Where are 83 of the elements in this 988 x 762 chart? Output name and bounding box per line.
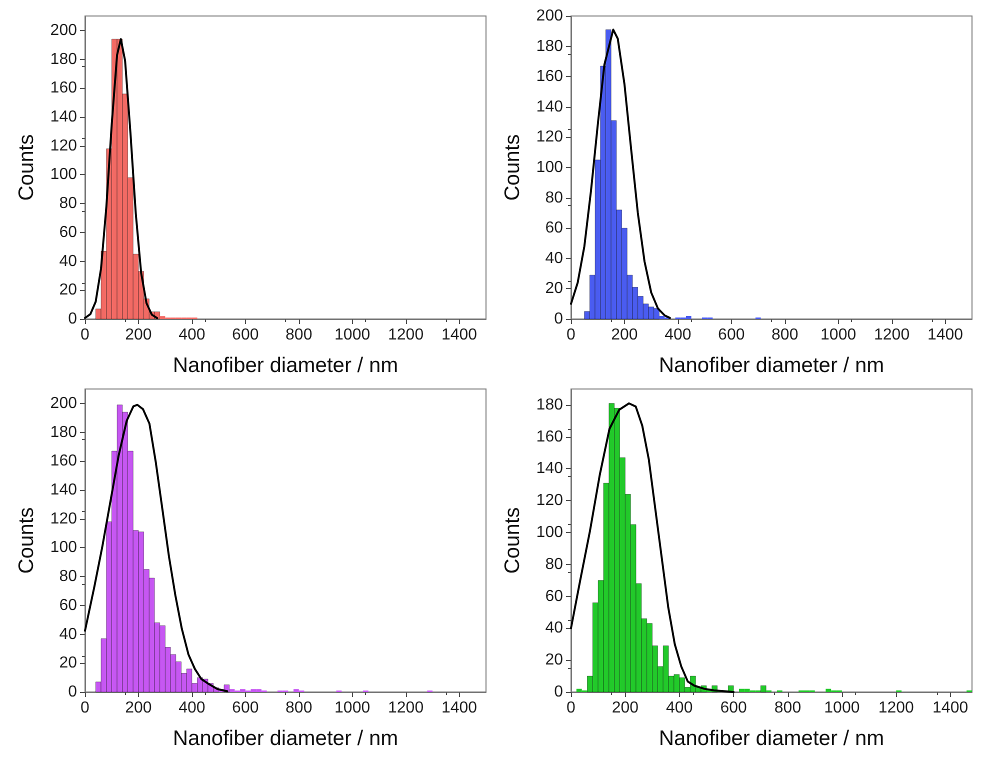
x-axis-title: Nanofiber diameter / nm — [658, 727, 884, 750]
x-tick-label: 1200 — [874, 326, 910, 344]
y-tick-label: 180 — [536, 38, 564, 55]
x-tick-label: 1200 — [388, 700, 424, 716]
y-tick-label: 0 — [68, 684, 78, 700]
y-tick-label: 100 — [536, 159, 564, 176]
x-tick-label: 200 — [611, 326, 638, 344]
y-tick-label: 0 — [554, 310, 564, 328]
y-tick-label: 0 — [554, 684, 564, 700]
y-tick-label: 160 — [536, 428, 564, 446]
y-tick-label: 60 — [59, 596, 78, 614]
y-tick-label: 140 — [50, 482, 78, 498]
y-tick-label: 100 — [50, 166, 78, 184]
x-tick-label: 1000 — [334, 326, 370, 344]
y-tick-label: 80 — [59, 195, 78, 212]
y-tick-label: 20 — [545, 652, 564, 669]
x-tick-label: 1200 — [878, 700, 914, 716]
x-tick-label: 1000 — [334, 700, 370, 716]
x-tick-label: 1200 — [388, 326, 424, 344]
y-tick-label: 100 — [536, 524, 564, 542]
y-tick-label: 60 — [545, 588, 564, 605]
x-tick-label: 0 — [566, 326, 576, 344]
y-tick-label: 200 — [50, 394, 78, 412]
x-tick-label: 400 — [178, 326, 206, 344]
y-axis-title: Counts — [15, 507, 38, 574]
y-tick-label: 20 — [59, 654, 78, 672]
x-tick-label: 800 — [772, 326, 798, 344]
x-tick-label: 800 — [286, 700, 312, 716]
x-tick-label: 800 — [286, 326, 312, 344]
y-tick-label: 180 — [536, 396, 564, 414]
y-tick-label: 60 — [545, 220, 564, 237]
y-tick-label: 100 — [50, 539, 78, 556]
x-tick-label: 1000 — [824, 700, 860, 716]
y-tick-label: 60 — [59, 224, 78, 241]
y-tick-label: 160 — [50, 452, 78, 470]
x-tick-label: 600 — [232, 700, 259, 716]
y-tick-label: 120 — [536, 128, 564, 146]
y-tick-label: 200 — [50, 22, 78, 39]
x-tick-label: 1400 — [441, 326, 478, 344]
y-tick-label: 120 — [50, 510, 78, 528]
x-tick-label: 200 — [125, 326, 152, 344]
x-tick-label: 1400 — [927, 326, 964, 344]
y-tick-label: 80 — [545, 556, 564, 573]
y-tick-label: 180 — [50, 50, 78, 68]
y-axis-title: Counts — [501, 507, 524, 574]
y-tick-label: 80 — [545, 189, 564, 206]
y-tick-label: 20 — [545, 280, 564, 298]
y-axis-title: Counts — [501, 134, 524, 201]
x-tick-label: 400 — [178, 700, 206, 716]
y-tick-label: 40 — [545, 250, 564, 267]
y-tick-label: 120 — [50, 137, 78, 154]
y-tick-label: 140 — [50, 108, 78, 126]
y-tick-label: 200 — [536, 8, 564, 24]
y-tick-label: 140 — [536, 460, 564, 478]
y-tick-label: 160 — [536, 68, 564, 86]
x-tick-label: 800 — [774, 700, 802, 716]
y-tick-label: 180 — [50, 424, 78, 441]
y-tick-label: 80 — [59, 568, 78, 586]
x-tick-label: 400 — [666, 700, 693, 716]
y-tick-label: 120 — [536, 492, 564, 510]
y-tick-label: 40 — [59, 626, 78, 643]
x-tick-label: 600 — [232, 326, 259, 344]
x-tick-label: 600 — [720, 700, 748, 716]
y-tick-label: 40 — [545, 620, 564, 637]
y-axis-title: Counts — [15, 134, 38, 201]
y-tick-label: 140 — [536, 98, 564, 116]
y-tick-label: 0 — [68, 310, 78, 328]
x-axis-title: Nanofiber diameter / nm — [658, 354, 884, 377]
y-tick-label: 160 — [50, 80, 78, 97]
x-tick-label: 600 — [718, 326, 745, 344]
x-axis-title: Nanofiber diameter / nm — [172, 354, 398, 377]
x-tick-label: 0 — [80, 700, 90, 716]
x-tick-label: 200 — [125, 700, 152, 716]
x-axis-title: Nanofiber diameter / nm — [172, 727, 398, 750]
y-tick-label: 20 — [59, 282, 78, 299]
x-tick-label: 1400 — [932, 700, 968, 716]
x-tick-label: 0 — [80, 326, 90, 344]
x-tick-label: 1000 — [820, 326, 856, 344]
x-tick-label: 200 — [612, 700, 639, 716]
x-tick-label: 0 — [566, 700, 576, 716]
y-tick-label: 40 — [59, 252, 78, 270]
x-tick-label: 400 — [664, 326, 692, 344]
x-tick-label: 1400 — [441, 700, 478, 716]
